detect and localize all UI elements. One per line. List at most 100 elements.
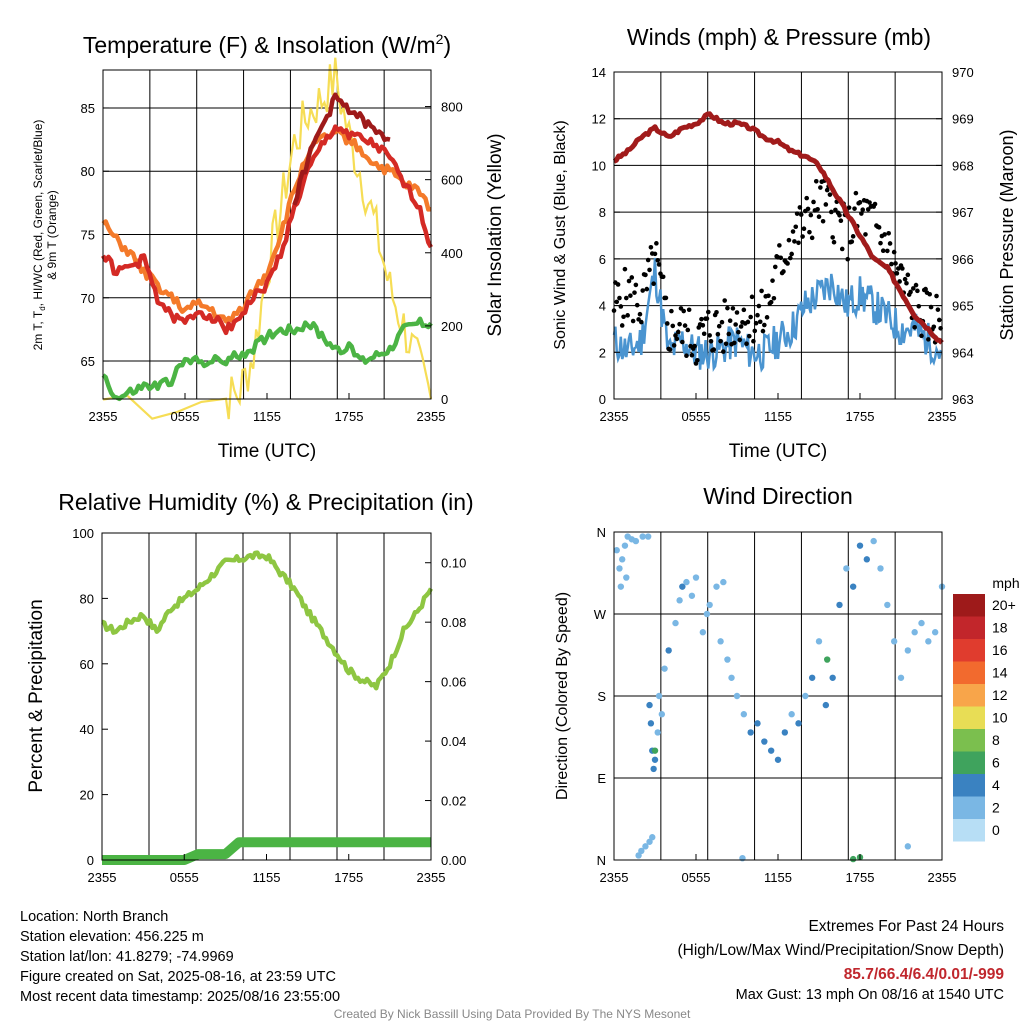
gust-point <box>753 320 759 326</box>
gust-point <box>794 211 800 216</box>
gust-point <box>723 341 729 347</box>
temp-y-axis-label: 2m T, Td, HI/WC (Red, Green, Scarlet/Blu… <box>31 120 47 351</box>
wind-direction-point <box>649 834 656 841</box>
gust-point <box>820 218 826 224</box>
gust-point <box>695 357 700 363</box>
gust-point <box>647 267 652 273</box>
gust-point <box>927 291 932 297</box>
temp-x-axis-label: Time (UTC) <box>218 441 317 462</box>
gust-point <box>885 248 890 254</box>
winds-panel: Winds (mph) & Pressure (mb) 02468101214 … <box>552 24 1017 462</box>
wind-direction-point <box>635 852 642 859</box>
gust-point <box>911 286 916 291</box>
gust-point <box>755 312 760 318</box>
gust-point <box>714 309 719 315</box>
series-rh-line <box>101 550 433 691</box>
gust-point <box>654 241 659 246</box>
gust-point <box>675 329 681 335</box>
gust-point <box>857 200 863 205</box>
gust-point <box>789 251 794 257</box>
gust-point <box>818 185 823 190</box>
y-tick-label: 0 <box>441 392 448 407</box>
series-pressure-line <box>612 111 944 345</box>
temp-y2-axis: 0 200 400 600 800 <box>425 100 463 407</box>
wind-direction-point <box>877 565 884 572</box>
gust-point <box>622 266 628 272</box>
gust-point <box>762 322 767 328</box>
gust-point <box>872 201 878 207</box>
wind-direction-point <box>654 729 661 736</box>
y-tick-label: 10 <box>592 158 606 173</box>
wind-direction-point <box>658 711 666 718</box>
y-tick-label: 0.06 <box>441 675 466 690</box>
wdir-plot-area <box>613 532 946 863</box>
gust-point <box>928 304 934 310</box>
gust-point <box>617 295 622 301</box>
wind-direction-point <box>617 583 625 590</box>
gust-point <box>711 347 717 352</box>
gust-point <box>837 212 842 218</box>
wind-direction-point <box>740 711 748 718</box>
wind-direction-point <box>863 556 871 563</box>
gust-point <box>905 272 911 278</box>
series-dewpoint-line <box>101 316 433 402</box>
wind-direction-point <box>767 747 775 754</box>
gust-point <box>935 307 941 312</box>
gust-point <box>792 239 797 244</box>
gust-point <box>748 314 753 320</box>
gust-point <box>671 343 677 348</box>
gust-point <box>798 212 804 217</box>
gust-point <box>719 319 725 325</box>
y-tick-label: E <box>597 771 606 786</box>
gust-point <box>633 282 639 288</box>
gust-point <box>689 352 695 358</box>
wind-direction-point <box>824 656 831 663</box>
gust-point <box>850 234 856 239</box>
gust-point <box>715 331 721 337</box>
gust-point <box>667 347 673 352</box>
wind-direction-point <box>651 756 659 763</box>
gust-point <box>736 329 741 335</box>
winds-x-axis-label: Time (UTC) <box>729 441 828 462</box>
gust-point <box>665 321 670 326</box>
gust-point <box>788 255 793 261</box>
colorbar-swatch <box>953 751 985 774</box>
wdir-chart-title: Wind Direction <box>703 483 853 509</box>
wdir-x-axis: 2355 0555 1155 1755 2355 <box>600 854 956 885</box>
gust-point <box>619 323 625 328</box>
x-tick-label: 1155 <box>764 870 792 885</box>
wind-direction-point <box>843 565 850 572</box>
wind-direction-point <box>616 565 623 572</box>
recent-timestamp: Most recent data timestamp: 2025/08/16 2… <box>20 989 341 1005</box>
y-tick-label: 80 <box>80 591 94 606</box>
gust-point <box>889 261 894 267</box>
temp-y2-axis-label: Solar Insolation (Yellow) <box>485 133 506 336</box>
gust-point <box>900 266 905 271</box>
wind-direction-point <box>639 533 646 540</box>
gust-point <box>734 310 740 315</box>
x-tick-label: 1755 <box>335 409 364 424</box>
wind-direction-point <box>849 583 857 590</box>
wind-direction-point <box>904 843 912 850</box>
y-tick-label: 2 <box>599 345 606 360</box>
rh-y2-axis: 0.00 0.02 0.04 0.06 0.08 0.10 <box>425 556 466 868</box>
wind-direction-point <box>774 756 782 763</box>
gust-point <box>831 239 837 245</box>
gust-point <box>752 328 758 334</box>
wind-direction-point <box>829 674 836 681</box>
gust-point <box>706 309 711 315</box>
colorbar-swatch <box>953 819 985 842</box>
y-tick-label: 100 <box>72 526 94 541</box>
gust-point <box>852 206 857 211</box>
gust-point <box>865 207 871 212</box>
colorbar-swatch <box>953 706 985 729</box>
wind-direction-point <box>856 542 864 549</box>
y-tick-label: 75 <box>81 228 95 243</box>
gust-point <box>880 248 886 254</box>
humidity-panel: Relative Humidity (%) & Precipitation (i… <box>26 489 474 885</box>
gust-point <box>846 205 852 210</box>
rh-chart-title: Relative Humidity (%) & Precipitation (i… <box>58 489 473 515</box>
wind-direction-point <box>623 574 630 581</box>
gust-point <box>807 229 812 235</box>
x-tick-label: 1755 <box>846 870 875 885</box>
